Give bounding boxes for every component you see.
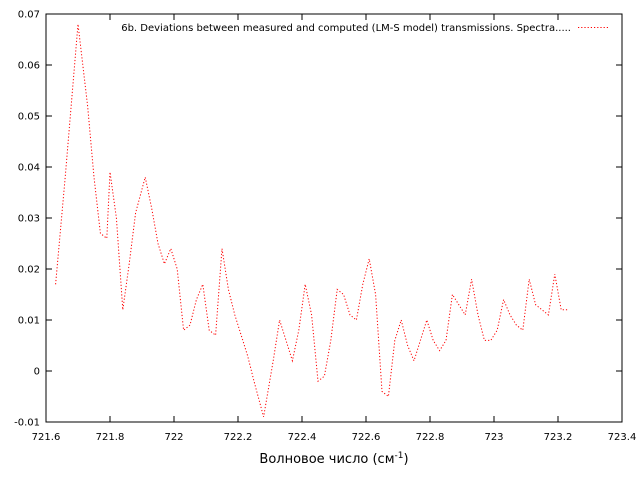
x-tick-label: 721.8 <box>96 432 125 443</box>
x-tick-label: 722.8 <box>416 432 445 443</box>
plot-frame <box>45 13 623 423</box>
y-tick-label: 0.07 <box>18 10 40 21</box>
y-tick-label: 0.06 <box>18 61 40 72</box>
x-tick-labels: 721.6 721.8 722 722.2 722.4 722.6 722.8 723 723.… <box>32 432 637 443</box>
legend-label: 6b. Deviations between measured and comp… <box>121 23 571 34</box>
plot-border <box>45 13 623 423</box>
x-tick-label: 723.4 <box>608 432 637 443</box>
x-tick-label: 721.6 <box>32 432 61 443</box>
y-tick-label: 0.02 <box>18 265 40 276</box>
x-axis-title: Волновое число (см-1) <box>259 451 408 467</box>
x-axis-title-superscript: -1 <box>395 451 404 461</box>
x-axis-title-close: ) <box>403 452 408 467</box>
axis-ticks <box>45 13 623 423</box>
legend: 6b. Deviations between measured and comp… <box>121 23 609 34</box>
y-tick-label: 0.04 <box>18 163 40 174</box>
y-tick-label: 0.05 <box>18 112 40 123</box>
y-tick-label: 0.01 <box>18 316 40 327</box>
x-tick-label: 722.4 <box>288 432 317 443</box>
series-group <box>55 24 568 418</box>
x-tick-label: 723.2 <box>544 432 573 443</box>
x-tick-label: 722.6 <box>352 432 381 443</box>
series-line <box>55 24 568 418</box>
x-axis-title-main: Волновое число (см <box>259 452 394 467</box>
y-tick-label: -0.01 <box>14 418 40 429</box>
x-tick-label: 723 <box>484 432 503 443</box>
x-tick-label: 722 <box>164 432 183 443</box>
y-tick-label: 0 <box>34 367 40 378</box>
x-tick-label: 722.2 <box>224 432 253 443</box>
y-tick-label: 0.03 <box>18 214 40 225</box>
y-tick-labels: -0.01 0 0.01 0.02 0.03 0.04 0.05 0.06 0.07 <box>14 10 40 429</box>
